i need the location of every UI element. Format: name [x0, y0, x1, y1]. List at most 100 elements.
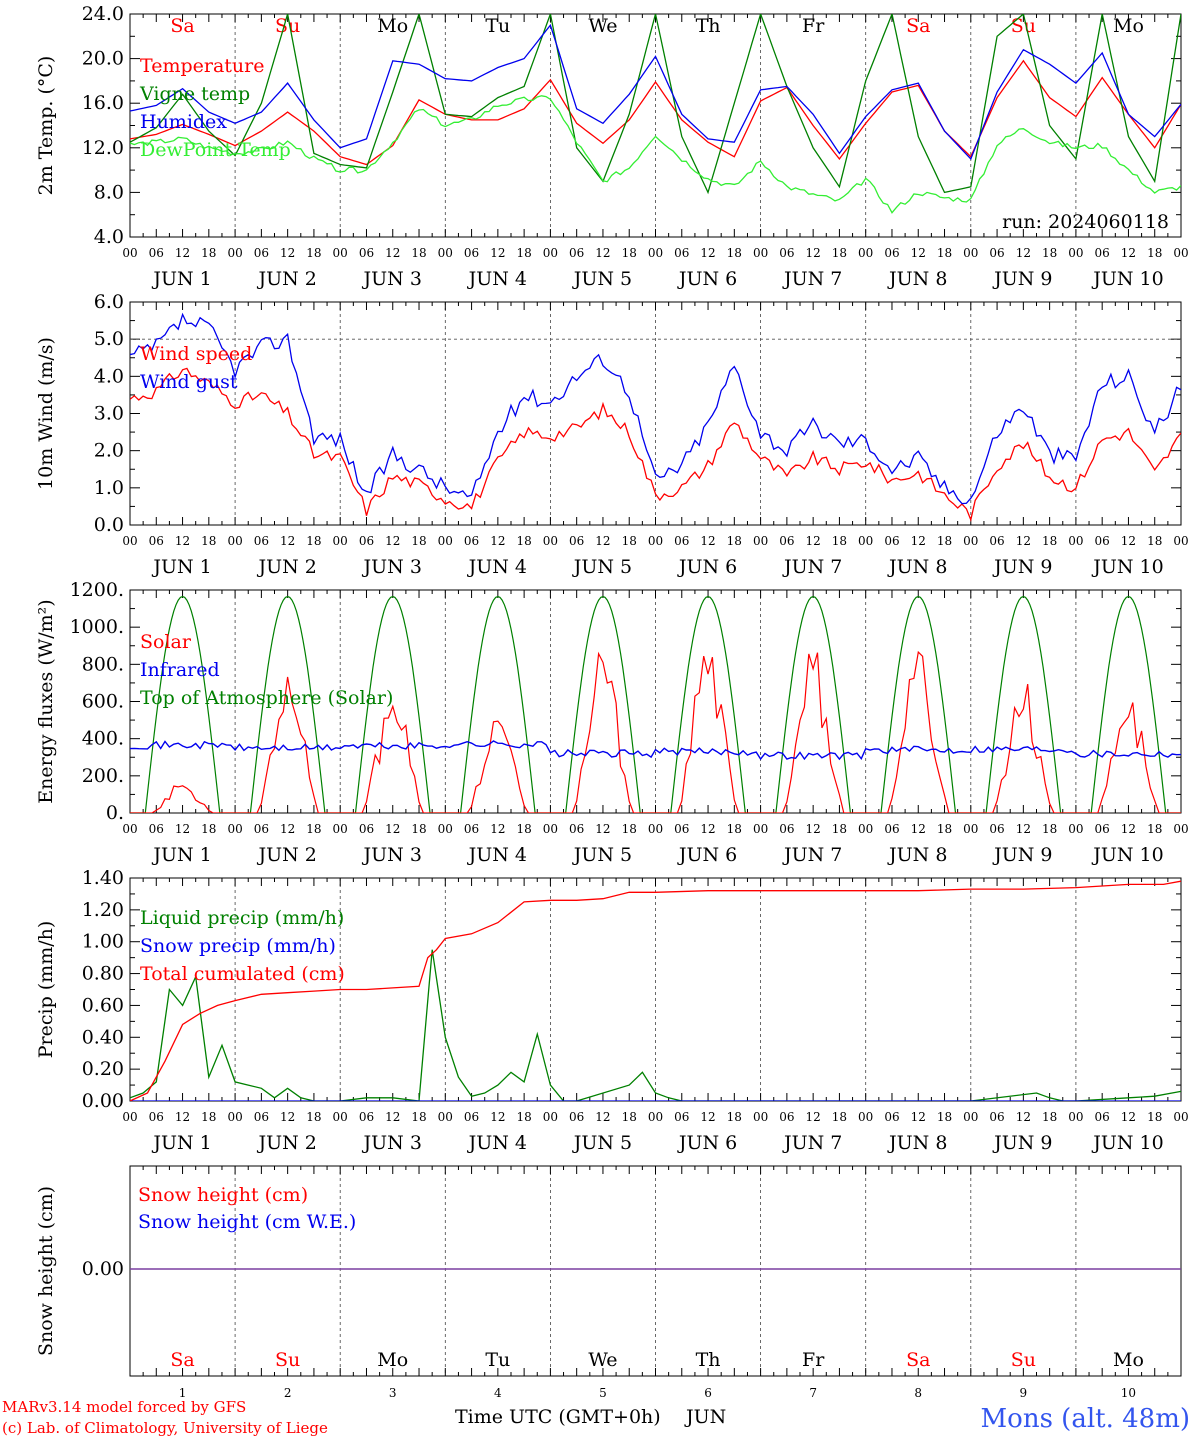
- y-tick-label: 0.0: [94, 514, 124, 536]
- x-tick-label: 00: [963, 1110, 978, 1124]
- date-label: JUN 10: [1091, 1132, 1163, 1154]
- legend-entry: Total cumulated (cm): [140, 963, 345, 985]
- x-tick-label: 06: [884, 534, 899, 548]
- date-label: JUN 3: [362, 556, 422, 578]
- x-tick-label: 06: [569, 534, 584, 548]
- x-tick-label: 00: [227, 246, 242, 260]
- y-tick-label: 0.00: [82, 1090, 124, 1112]
- x-tick-label: 06: [464, 1110, 479, 1124]
- x-tick-label: 06: [254, 1110, 269, 1124]
- x-tick-label: 18: [832, 534, 847, 548]
- x-tick-label: 12: [700, 246, 715, 260]
- date-label: JUN 2: [256, 1132, 316, 1154]
- date-label: JUN 2: [256, 556, 316, 578]
- x-tick-label: 18: [201, 822, 216, 836]
- x-tick-label: 12: [1016, 534, 1031, 548]
- x-tick-label: 00: [963, 246, 978, 260]
- y-tick-label: 5.0: [94, 328, 124, 350]
- weekday-label: Su: [275, 1349, 300, 1371]
- x-tick-label: 06: [989, 1110, 1004, 1124]
- x-tick-label: 00: [963, 534, 978, 548]
- date-label: JUN 7: [782, 844, 842, 866]
- x-tick-label: 12: [700, 1110, 715, 1124]
- x-tick-label: 18: [937, 534, 952, 548]
- x-tick-label: 12: [911, 822, 926, 836]
- x-tick-label: 00: [438, 822, 453, 836]
- date-label: JUN 5: [572, 268, 632, 290]
- date-label: JUN 6: [677, 556, 737, 578]
- x-tick-label: 12: [806, 534, 821, 548]
- legend-entry: Snow height (cm W.E.): [138, 1211, 356, 1233]
- day-number: 5: [599, 1386, 607, 1400]
- x-tick-label: 06: [884, 822, 899, 836]
- y-axis-label: Energy fluxes (W/m²): [35, 599, 57, 803]
- x-axis-month: JUN: [684, 1406, 726, 1428]
- x-tick-label: 06: [1095, 246, 1110, 260]
- x-tick-label: 18: [306, 822, 321, 836]
- weekday-label: Sa: [906, 15, 930, 37]
- date-label: JUN 1: [151, 268, 211, 290]
- x-tick-label: 18: [306, 534, 321, 548]
- x-tick-label: 06: [884, 246, 899, 260]
- y-axis-label: 2m Temp. (°C): [35, 56, 57, 196]
- legend-entry: Snow height (cm): [138, 1184, 308, 1206]
- x-tick-label: 00: [1068, 534, 1083, 548]
- day-number: 8: [914, 1386, 922, 1400]
- x-tick-label: 12: [700, 534, 715, 548]
- x-tick-label: 00: [753, 534, 768, 548]
- legend-entry: Temperature: [140, 55, 264, 77]
- y-tick-label: 1200.: [70, 579, 124, 601]
- x-tick-label: 06: [674, 534, 689, 548]
- x-tick-label: 06: [149, 246, 164, 260]
- series-liquid-precip-mm-h-: [130, 949, 1181, 1101]
- y-tick-label: 0.: [106, 802, 124, 824]
- x-tick-label: 00: [333, 534, 348, 548]
- x-tick-label: 06: [884, 1110, 899, 1124]
- x-tick-label: 00: [438, 246, 453, 260]
- weekday-label: We: [588, 15, 617, 37]
- x-tick-label: 00: [543, 246, 558, 260]
- x-tick-label: 06: [149, 1110, 164, 1124]
- x-tick-label: 00: [543, 1110, 558, 1124]
- x-tick-label: 18: [411, 534, 426, 548]
- x-tick-label: 06: [779, 246, 794, 260]
- date-label: JUN 4: [467, 556, 527, 578]
- x-tick-label: 18: [727, 1110, 742, 1124]
- series-solar: [130, 650, 1181, 813]
- x-tick-label: 18: [1147, 1110, 1162, 1124]
- date-label: JUN 5: [572, 844, 632, 866]
- y-tick-label: 0.20: [82, 1058, 124, 1080]
- x-tick-label: 06: [569, 822, 584, 836]
- x-tick-label: 18: [727, 246, 742, 260]
- x-tick-label: 12: [385, 822, 400, 836]
- x-tick-label: 18: [516, 1110, 531, 1124]
- x-tick-label: 12: [806, 1110, 821, 1124]
- x-tick-label: 00: [1173, 246, 1188, 260]
- x-tick-label: 00: [858, 246, 873, 260]
- x-tick-label: 18: [622, 534, 637, 548]
- panel-2: 00 06 12 18 JUN 1 00 06 12 18 JUN 2 00 06 12 18 JUN 3 0…: [35, 291, 1189, 578]
- date-label: JUN 8: [887, 844, 947, 866]
- x-tick-label: 00: [122, 246, 137, 260]
- x-tick-label: 00: [858, 1110, 873, 1124]
- x-tick-label: 12: [1016, 1110, 1031, 1124]
- x-tick-label: 12: [1016, 246, 1031, 260]
- weekday-label: Mo: [377, 1349, 408, 1371]
- x-tick-label: 00: [1068, 822, 1083, 836]
- x-tick-label: 00: [333, 822, 348, 836]
- date-label: JUN 5: [572, 1132, 632, 1154]
- x-tick-label: 12: [911, 534, 926, 548]
- legend-entry: Infrared: [140, 659, 220, 681]
- x-tick-label: 00: [438, 1110, 453, 1124]
- series-group: [130, 14, 1181, 214]
- y-tick-label: 4.0: [94, 365, 124, 387]
- x-tick-label: 06: [464, 246, 479, 260]
- x-tick-label: 00: [1068, 246, 1083, 260]
- run-annotation: run: 2024060118: [1002, 211, 1169, 233]
- day-number: 2: [284, 1386, 292, 1400]
- series-total-cumulated-cm-: [130, 880, 1181, 1101]
- x-tick-label: 18: [622, 822, 637, 836]
- x-tick-label: 12: [911, 246, 926, 260]
- panel-4: 00 06 12 18 JUN 1 00 06 12 18 JUN 2 00 06 12 18 JUN 3 0…: [35, 867, 1189, 1154]
- weekday-label: Su: [275, 15, 300, 37]
